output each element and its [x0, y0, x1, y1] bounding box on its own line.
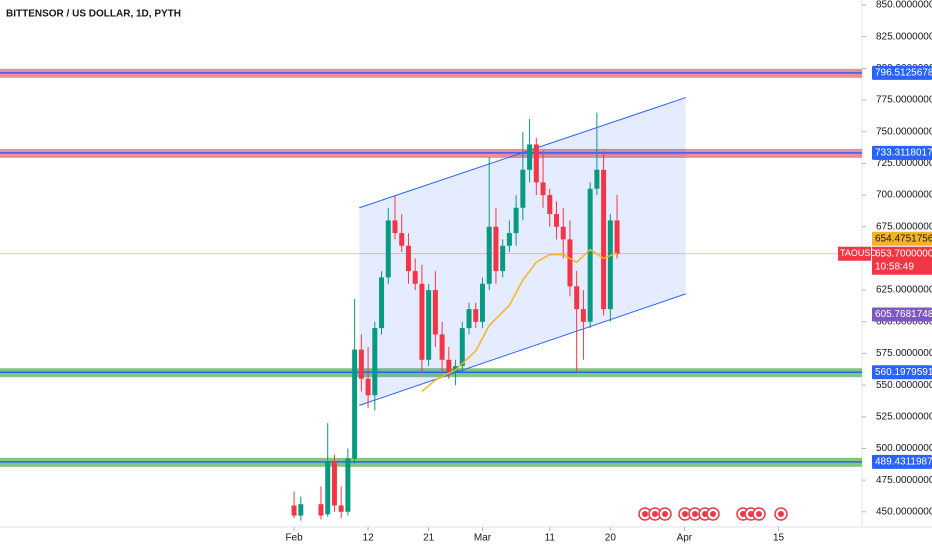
- candle-body: [580, 309, 586, 322]
- candle-body: [547, 195, 553, 215]
- candle-body: [291, 505, 297, 516]
- event-icon-inner: [662, 511, 668, 517]
- candle-body: [298, 504, 304, 516]
- level-tag: 489.43119872: [875, 456, 932, 467]
- y-tick-label: 725.00000000: [876, 158, 932, 169]
- candle-body: [439, 334, 445, 360]
- candle-body: [432, 290, 438, 335]
- y-tick-label: 750.00000000: [876, 126, 932, 137]
- symbol-tag-bg: [838, 246, 871, 261]
- marker-tag: 605.76817481: [875, 309, 932, 320]
- candle-body: [607, 220, 613, 310]
- y-tick-label: 825.00000000: [876, 31, 932, 42]
- candle-body: [553, 214, 559, 227]
- candle-body: [399, 233, 405, 246]
- x-tick-label: 20: [605, 533, 617, 544]
- y-tick-label: 550.00000000: [876, 380, 932, 391]
- event-icon-inner: [652, 511, 658, 517]
- y-tick-label: 450.00000000: [876, 506, 932, 517]
- x-tick-label: 11: [545, 533, 556, 544]
- candle-body: [533, 144, 539, 183]
- level-tag: 796.51256781: [875, 67, 932, 78]
- candle-body: [574, 286, 580, 310]
- candle-body: [459, 328, 465, 367]
- y-tick-label: 700.00000000: [876, 190, 932, 201]
- ma-tag-bg: [872, 231, 932, 246]
- candle-body: [614, 220, 620, 254]
- event-icon-inner: [642, 511, 648, 517]
- candle-body: [567, 239, 573, 287]
- moving-average: [421, 248, 618, 393]
- candle-body: [419, 283, 425, 360]
- candle-body: [594, 169, 600, 189]
- y-tick-label: 600.00000000: [876, 316, 932, 327]
- candle-body: [486, 226, 492, 284]
- event-icon-inner: [778, 511, 784, 517]
- level-tag-bg: [872, 65, 932, 80]
- candle-body: [513, 207, 519, 234]
- y-tick-label: 500.00000000: [876, 443, 932, 454]
- event-icon-inner: [756, 511, 762, 517]
- candle-body: [426, 290, 432, 360]
- candle-body: [385, 220, 391, 278]
- candle-body: [372, 328, 378, 396]
- x-tick-label: Mar: [474, 533, 492, 544]
- candle-body: [506, 233, 512, 246]
- candle-body: [345, 458, 351, 512]
- symbol-tag: TAOUSD: [840, 248, 877, 258]
- x-tick-label: 12: [363, 533, 375, 544]
- candle-body: [466, 309, 472, 329]
- last-time-tag: 10:58:49: [875, 261, 914, 272]
- level-tag-bg: [872, 454, 932, 469]
- candle-body: [325, 461, 331, 515]
- x-tick-label: Feb: [285, 533, 303, 544]
- candle-body: [500, 245, 506, 272]
- candle-body: [601, 169, 607, 310]
- candle-body: [392, 220, 398, 234]
- candle-body: [352, 349, 358, 459]
- candle-body: [318, 504, 324, 516]
- candle-body: [331, 461, 337, 506]
- candle-body: [520, 169, 526, 208]
- y-tick-label: 475.00000000: [876, 475, 932, 486]
- ma-tag: 654.47517562: [875, 233, 932, 244]
- x-tick-label: Apr: [677, 533, 693, 544]
- level-tag-bg: [872, 365, 932, 380]
- candle-body: [473, 309, 479, 322]
- candle-body: [560, 226, 566, 240]
- level-tag: 560.19795915: [875, 367, 932, 378]
- event-icon-inner: [710, 511, 716, 517]
- candle-body: [587, 188, 593, 322]
- channel-lower: [359, 293, 686, 406]
- candle-body: [405, 245, 411, 272]
- chart-title: BITTENSOR / US DOLLAR, 1D, PYTH: [6, 9, 181, 20]
- y-tick-label: 575.00000000: [876, 348, 932, 359]
- candle-body: [493, 226, 499, 272]
- candle-body: [365, 378, 371, 396]
- candle-body: [540, 182, 546, 196]
- candle-body: [446, 359, 452, 373]
- event-icon-inner: [682, 511, 688, 517]
- candle-body: [527, 144, 533, 170]
- level-tag: 733.31180178: [875, 148, 932, 159]
- x-tick-label: 21: [423, 533, 435, 544]
- candle-body: [338, 505, 344, 512]
- candle-body: [358, 349, 364, 379]
- y-tick-label: 775.00000000: [876, 95, 932, 106]
- y-tick-label: 675.00000000: [876, 221, 932, 232]
- candle-body: [479, 283, 485, 322]
- level-tag-bg: [872, 145, 932, 160]
- y-tick-label: 850.00000000: [876, 0, 932, 11]
- x-tick-label: 15: [773, 533, 785, 544]
- candle-body: [379, 277, 385, 329]
- y-tick-label: 625.00000000: [876, 285, 932, 296]
- candle-body: [412, 271, 418, 284]
- y-tick-label: 525.00000000: [876, 411, 932, 422]
- last-tag-bg: [872, 246, 932, 275]
- marker-tag-bg: [872, 307, 932, 322]
- event-icon-inner: [692, 511, 698, 517]
